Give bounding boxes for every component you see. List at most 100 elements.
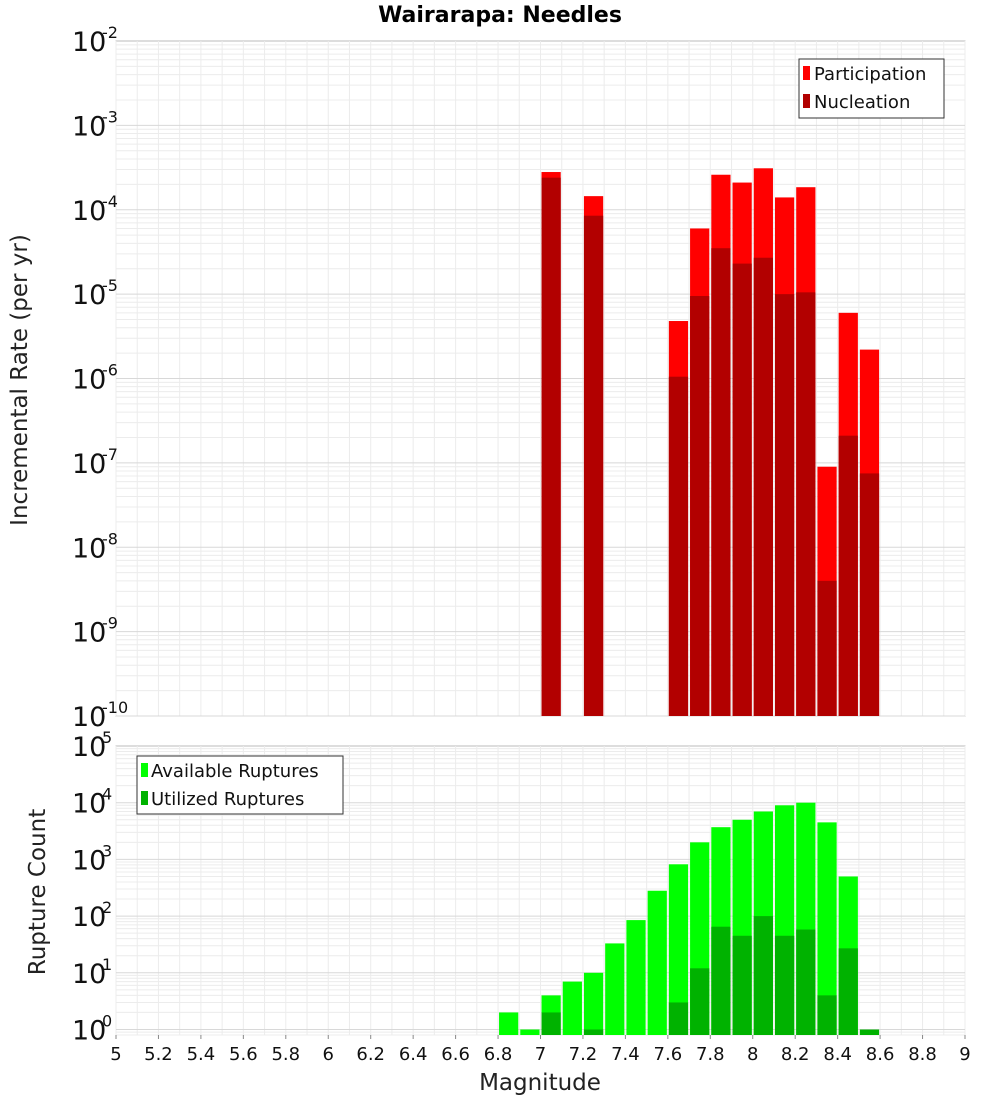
bottom-y-tick-label: 10 — [72, 732, 106, 763]
legend-label-available: Available Ruptures — [151, 761, 319, 782]
top-y-tick-label: 10 — [72, 449, 106, 480]
x-tick-label: 5.8 — [271, 1044, 300, 1065]
top-bar-series1 — [774, 294, 795, 716]
bottom-y-tick-exponent: 3 — [102, 841, 112, 860]
top-y-tick-exponent: -3 — [102, 107, 118, 126]
top-bar-series1 — [732, 263, 752, 716]
bottom-y-tick-label: 10 — [72, 845, 106, 876]
bottom-bar-series1 — [668, 1002, 689, 1035]
x-tick-label: 7.8 — [696, 1044, 725, 1065]
top-y-tick-exponent: -7 — [102, 445, 118, 464]
legend-swatch-utilized — [141, 791, 148, 805]
bottom-y-tick-exponent: 2 — [102, 898, 112, 917]
bottom-legend-box — [136, 755, 344, 815]
x-tick-label: 8.6 — [866, 1044, 895, 1065]
bottom-legend: Available Ruptures Utilized Ruptures — [136, 755, 344, 815]
top-y-tick-label: 10 — [72, 618, 106, 649]
bottom-bar-series1 — [753, 916, 773, 1035]
x-tick-label: 8 — [747, 1044, 758, 1065]
top-y-tick-label: 10 — [72, 365, 106, 396]
x-tick-label: 7.2 — [569, 1044, 598, 1065]
bottom-y-tick-exponent: 1 — [102, 955, 112, 974]
bottom-bar-series1 — [838, 948, 858, 1035]
top-bar-series1 — [859, 473, 880, 716]
x-tick-label: 7.4 — [611, 1044, 640, 1065]
bottom-bar-series0 — [562, 981, 582, 1035]
bottom-bar-series0 — [647, 890, 667, 1035]
top-y-tick-exponent: -6 — [102, 361, 118, 380]
bottom-bar-series1 — [732, 935, 752, 1035]
top-y-tick-label: 10 — [72, 280, 106, 311]
legend-label-utilized: Utilized Ruptures — [151, 789, 304, 810]
top-bar-series1 — [796, 292, 816, 716]
top-bars — [541, 168, 880, 717]
bottom-y-tick-exponent: 0 — [102, 1012, 112, 1031]
legend-swatch-nucleation — [803, 94, 810, 108]
bottom-bars — [499, 802, 880, 1035]
bottom-y-axis-label: Rupture Count — [25, 809, 51, 975]
top-y-tick-exponent: -5 — [102, 276, 118, 295]
top-y-tick-exponent: -4 — [102, 192, 118, 211]
bottom-y-tick-exponent: 4 — [102, 785, 112, 804]
bottom-bar-series0 — [605, 943, 625, 1035]
x-tick-label: 6.8 — [484, 1044, 513, 1065]
x-tick-label: 5.4 — [187, 1044, 216, 1065]
x-tick-label: 5.2 — [144, 1044, 173, 1065]
top-bar-series1 — [668, 376, 689, 716]
bottom-y-tick-label: 10 — [72, 789, 106, 820]
x-tick-label: 9 — [959, 1044, 970, 1065]
top-y-axis-label: Incremental Rate (per yr) — [7, 234, 33, 526]
x-tick-label: 6.2 — [356, 1044, 385, 1065]
bottom-bar-series0 — [499, 1012, 519, 1035]
bottom-bar-series0 — [668, 864, 689, 1035]
x-tick-label: 7.6 — [654, 1044, 683, 1065]
top-y-tick-label: 10 — [72, 533, 106, 564]
x-tick-label: 6.6 — [441, 1044, 470, 1065]
bottom-bar-series1 — [711, 926, 731, 1035]
x-axis-label: Magnitude — [479, 1070, 601, 1096]
bottom-bar-series1 — [796, 929, 816, 1035]
top-y-tick-label: 10 — [72, 27, 106, 58]
top-y-tick-exponent: -10 — [102, 698, 128, 717]
bottom-bar-series1 — [583, 1029, 604, 1035]
top-bar-series1 — [838, 435, 858, 716]
top-bar-series1 — [817, 580, 837, 716]
top-y-tick-exponent: -9 — [102, 614, 118, 633]
x-tick-label: 6.4 — [399, 1044, 428, 1065]
top-legend-box — [798, 58, 945, 119]
bottom-bar-series1 — [690, 968, 710, 1035]
top-y-tick-label: 10 — [72, 196, 106, 227]
top-y-tick-exponent: -8 — [102, 529, 118, 548]
top-bar-series1 — [541, 177, 561, 716]
top-bar-series1 — [711, 248, 731, 717]
x-tick-label: 7 — [535, 1044, 546, 1065]
bottom-bar-series1 — [774, 935, 795, 1035]
x-tick-label: 6 — [323, 1044, 334, 1065]
bottom-bar-series0 — [583, 972, 604, 1035]
top-y-tick-label: 10 — [72, 111, 106, 142]
bottom-y-tick-label: 10 — [72, 959, 106, 990]
bottom-y-tick-label: 10 — [72, 902, 106, 933]
legend-label-participation: Participation — [814, 64, 926, 85]
chart-title: Wairarapa: Needles — [378, 3, 622, 28]
x-tick-label: 8.4 — [823, 1044, 852, 1065]
x-tick-label: 5.6 — [229, 1044, 258, 1065]
top-y-tick-label: 10 — [72, 702, 106, 733]
bottom-bar-series1 — [817, 995, 837, 1035]
bottom-bar-series0 — [626, 920, 646, 1035]
bottom-bar-series1 — [541, 1012, 561, 1035]
bottom-bar-series1 — [859, 1029, 880, 1035]
legend-swatch-available — [141, 763, 148, 777]
bottom-y-tick-exponent: 5 — [102, 728, 112, 747]
x-ticks: 5 5.2 5.4 5.6 5.8 6 6.2 6.4 6.6 6.8 7 7.2 7.4 7.6 7.8 8… — [110, 1035, 971, 1065]
top-bar-series1 — [690, 296, 710, 716]
bottom-y-tick-label: 10 — [72, 1016, 106, 1047]
top-bar-series1 — [583, 215, 604, 717]
top-legend: Participation Nucleation — [798, 58, 945, 119]
legend-swatch-participation — [803, 66, 810, 80]
